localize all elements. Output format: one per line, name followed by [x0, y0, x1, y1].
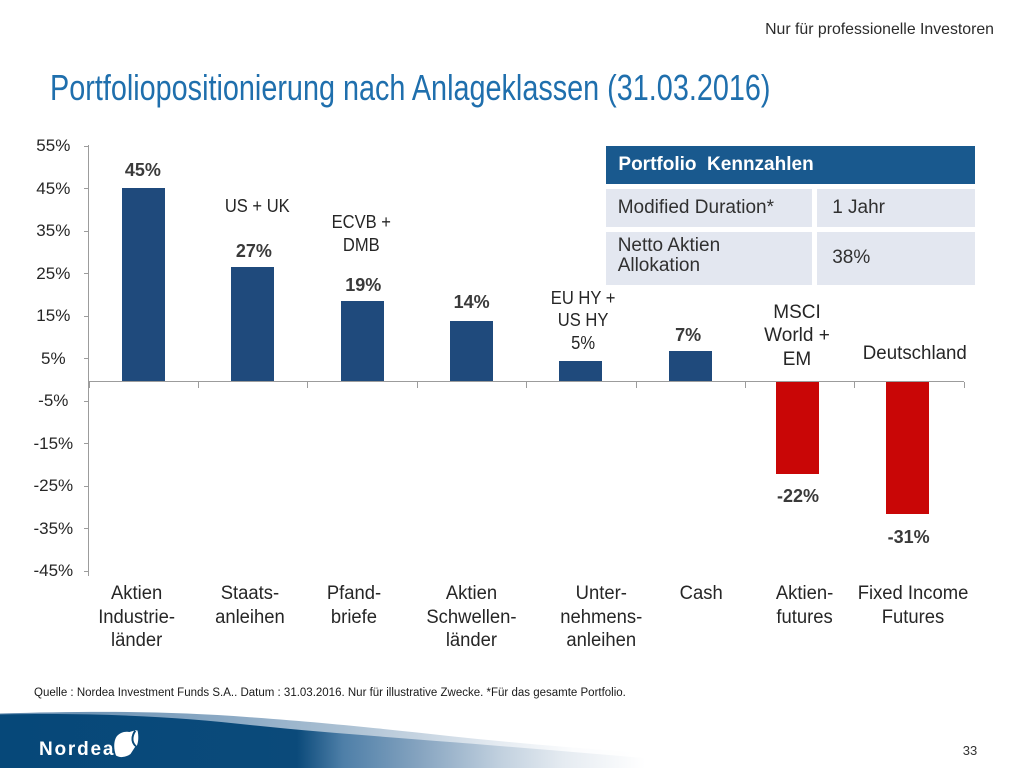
svg-text:Nordea: Nordea	[39, 739, 115, 760]
